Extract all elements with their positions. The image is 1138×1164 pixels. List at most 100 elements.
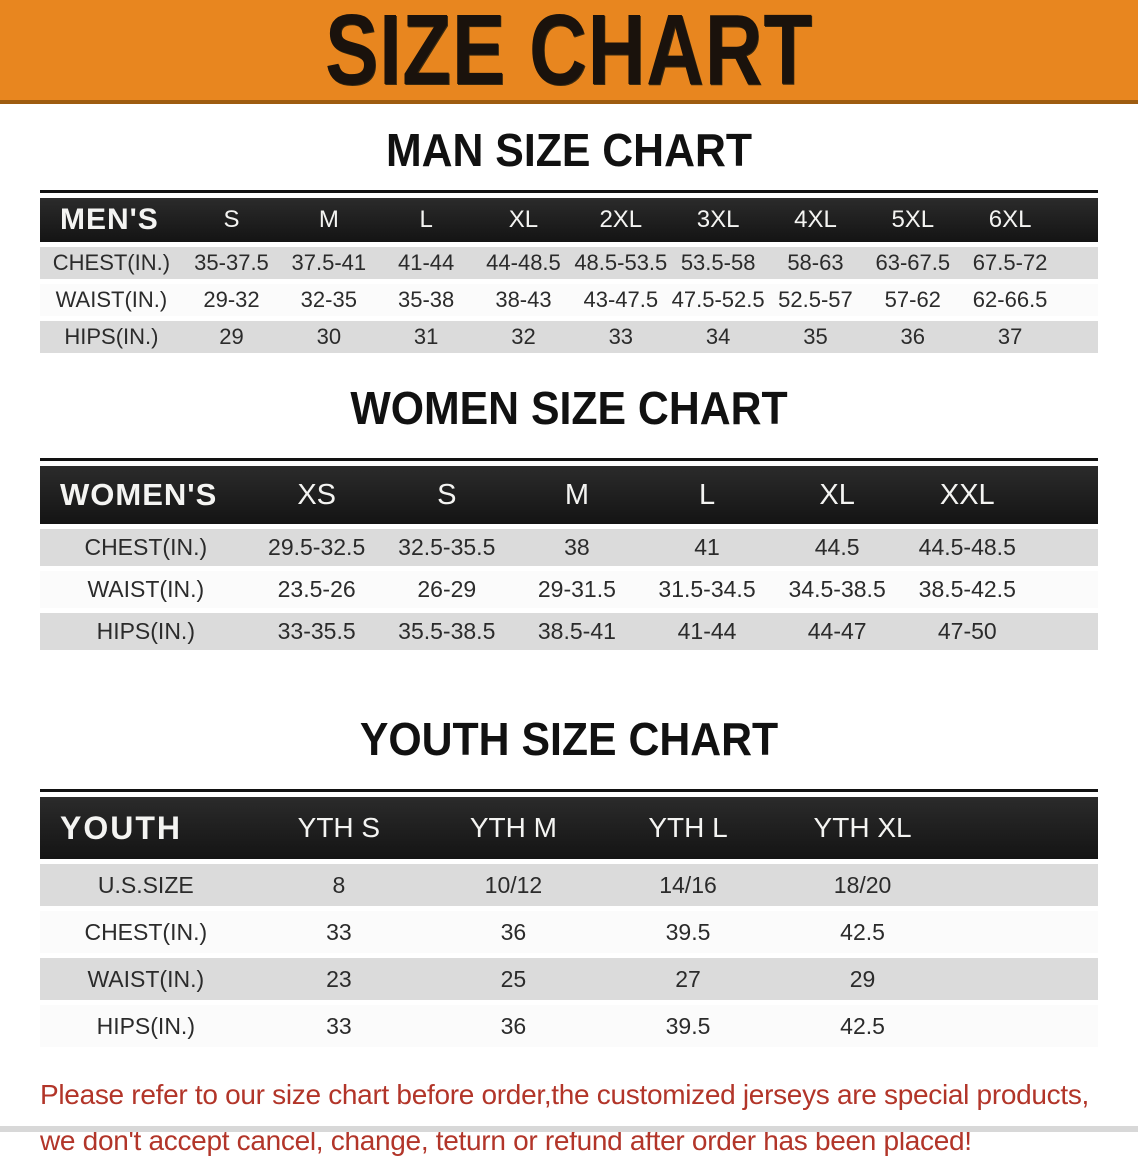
size-column-header: YTH M (426, 797, 601, 859)
table-cell: 29 (182, 321, 281, 353)
header-filler (949, 797, 1098, 859)
table-cell: 41 (641, 529, 773, 566)
size-column-header: XS (251, 466, 382, 524)
table-cell: 31 (377, 321, 475, 353)
table-top-rule (40, 458, 1098, 461)
table-cell: 35-38 (377, 284, 475, 316)
size-column-header: L (377, 198, 475, 242)
table-row: WAIST(IN.) 29-32 32-35 35-38 38-43 43-47… (40, 284, 1098, 316)
table-row: U.S.SIZE 8 10/12 14/16 18/20 (40, 864, 1098, 906)
youth-size-table-block: YOUTH YTH S YTH M YTH L YTH XL U.S.SIZE … (40, 789, 1098, 1052)
table-cell: 36 (426, 911, 601, 953)
table-cell: 10/12 (426, 864, 601, 906)
table-cell: 41-44 (377, 247, 475, 279)
size-column-header: YTH S (251, 797, 427, 859)
table-cell: 58-63 (766, 247, 865, 279)
table-cell: 33 (251, 1005, 427, 1047)
size-column-header: S (381, 466, 512, 524)
table-cell: 67.5-72 (961, 247, 1059, 279)
table-cell: 23.5-26 (251, 571, 382, 608)
table-cell: 48.5-53.5 (572, 247, 670, 279)
table-cell: 63-67.5 (864, 247, 962, 279)
table-cell: 33 (572, 321, 670, 353)
table-row: HIPS(IN.) 33-35.5 35.5-38.5 38.5-41 41-4… (40, 613, 1098, 650)
table-cell: 57-62 (864, 284, 962, 316)
row-filler (949, 911, 1098, 953)
men-header-row: MEN'S S M L XL 2XL 3XL 4XL 5XL 6XL (40, 198, 1098, 242)
table-row: CHEST(IN.) 33 36 39.5 42.5 (40, 911, 1098, 953)
table-cell: 35-37.5 (182, 247, 281, 279)
table-cell: 34.5-38.5 (772, 571, 903, 608)
table-cell: 23 (251, 958, 427, 1000)
size-column-header: L (641, 466, 773, 524)
table-cell: 41-44 (641, 613, 773, 650)
table-cell: 32.5-35.5 (381, 529, 512, 566)
size-column-header: YTH L (600, 797, 776, 859)
table-cell: 8 (251, 864, 427, 906)
order-policy-note: Please refer to our size chart before or… (40, 1072, 1118, 1164)
table-cell: 44-47 (772, 613, 903, 650)
women-header-row: WOMEN'S XS S M L XL XXL (40, 466, 1098, 524)
table-row: CHEST(IN.) 35-37.5 37.5-41 41-44 44-48.5… (40, 247, 1098, 279)
women-size-table-block: WOMEN'S XS S M L XL XXL CHEST(IN.) 29.5-… (40, 458, 1098, 655)
table-cell: 33 (251, 911, 427, 953)
table-row: WAIST(IN.) 23.5-26 26-29 29-31.5 31.5-34… (40, 571, 1098, 608)
table-cell: 42.5 (775, 1005, 950, 1047)
row-filler (949, 1005, 1098, 1047)
size-column-header: M (280, 198, 378, 242)
row-filler (1032, 571, 1098, 608)
size-column-header: M (511, 466, 642, 524)
row-label: CHEST(IN.) (40, 911, 252, 953)
table-cell: 29 (775, 958, 950, 1000)
youth-section-heading: YOUTH SIZE CHART (359, 713, 779, 765)
men-section-heading: MAN SIZE CHART (385, 124, 752, 176)
table-cell: 38-43 (474, 284, 573, 316)
table-cell: 25 (426, 958, 601, 1000)
table-cell: 32-35 (280, 284, 378, 316)
table-cell: 53.5-58 (669, 247, 767, 279)
women-header-label: WOMEN'S (40, 466, 252, 524)
table-cell: 37 (961, 321, 1059, 353)
table-cell: 43-47.5 (572, 284, 670, 316)
table-cell: 29-31.5 (511, 571, 642, 608)
table-cell: 30 (280, 321, 378, 353)
youth-header-label: YOUTH (40, 797, 252, 859)
row-label: HIPS(IN.) (40, 1005, 252, 1047)
table-cell: 29.5-32.5 (251, 529, 382, 566)
row-label: HIPS(IN.) (40, 613, 252, 650)
table-cell: 44.5-48.5 (902, 529, 1033, 566)
table-cell: 52.5-57 (766, 284, 865, 316)
header-filler (1058, 198, 1098, 242)
women-section-heading: WOMEN SIZE CHART (350, 382, 788, 434)
table-row: HIPS(IN.) 33 36 39.5 42.5 (40, 1005, 1098, 1047)
men-size-table-block: MEN'S S M L XL 2XL 3XL 4XL 5XL 6XL CHEST… (40, 190, 1098, 358)
page-title: SIZE CHART (325, 0, 813, 106)
table-row: CHEST(IN.) 29.5-32.5 32.5-35.5 38 41 44.… (40, 529, 1098, 566)
table-cell: 42.5 (775, 911, 950, 953)
table-cell: 39.5 (600, 911, 776, 953)
table-cell: 14/16 (600, 864, 776, 906)
table-cell: 38.5-41 (511, 613, 642, 650)
table-row: HIPS(IN.) 29 30 31 32 33 34 35 36 37 (40, 321, 1098, 353)
table-cell: 62-66.5 (961, 284, 1059, 316)
size-column-header: 2XL (572, 198, 670, 242)
row-filler (1058, 321, 1098, 353)
size-column-header: S (182, 198, 281, 242)
table-cell: 32 (474, 321, 573, 353)
table-cell: 44.5 (772, 529, 903, 566)
table-cell: 35 (766, 321, 865, 353)
table-cell: 35.5-38.5 (381, 613, 512, 650)
table-cell: 38 (511, 529, 642, 566)
size-chart-banner: SIZE CHART (0, 0, 1138, 104)
row-label: HIPS(IN.) (40, 321, 183, 353)
men-size-table: MEN'S S M L XL 2XL 3XL 4XL 5XL 6XL CHEST… (40, 193, 1098, 358)
table-cell: 38.5-42.5 (902, 571, 1033, 608)
table-cell: 36 (864, 321, 962, 353)
table-cell: 37.5-41 (280, 247, 378, 279)
row-filler (1058, 284, 1098, 316)
table-cell: 33-35.5 (251, 613, 382, 650)
youth-size-table: YOUTH YTH S YTH M YTH L YTH XL U.S.SIZE … (40, 792, 1098, 1052)
table-cell: 31.5-34.5 (641, 571, 773, 608)
row-label: U.S.SIZE (40, 864, 252, 906)
table-cell: 26-29 (381, 571, 512, 608)
